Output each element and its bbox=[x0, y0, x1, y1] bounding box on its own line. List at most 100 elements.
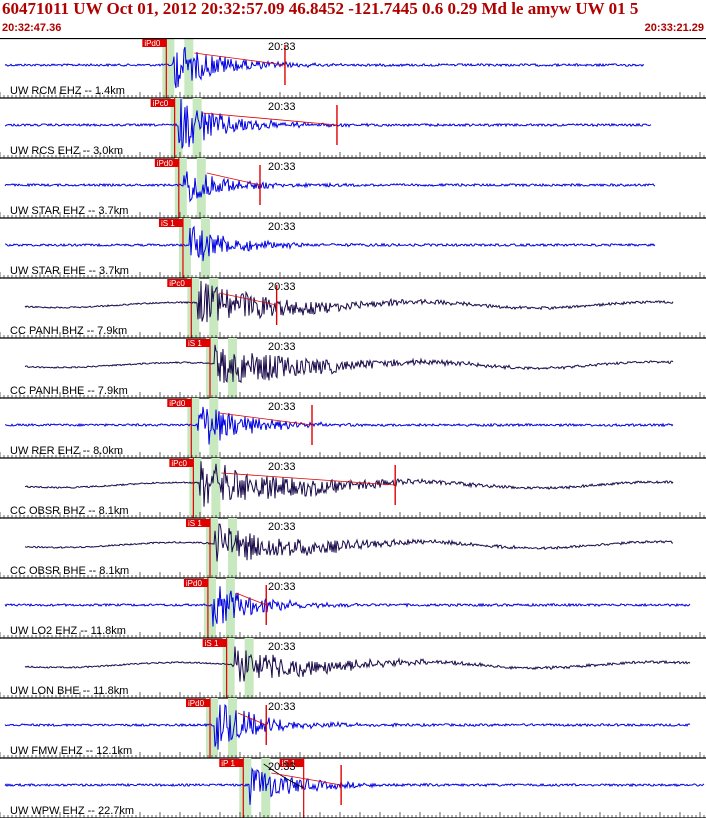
coda-curve bbox=[263, 763, 304, 789]
station-label: CC OBSR BHE -- 8.1km bbox=[10, 565, 129, 577]
waveform-line bbox=[4, 586, 691, 627]
waveform-line bbox=[4, 767, 705, 805]
pick-label: iPc0 bbox=[153, 99, 169, 108]
waveform-line bbox=[4, 406, 674, 445]
station-label: UW STAR EHE -- 3.7km bbox=[10, 265, 129, 277]
pick-window bbox=[209, 278, 219, 338]
minute-label: 20:33 bbox=[268, 521, 296, 533]
waveform-line bbox=[4, 98, 652, 149]
pick-label-box bbox=[167, 279, 192, 287]
pick-label-box bbox=[158, 219, 183, 227]
pick-label: iPd0 bbox=[157, 159, 174, 168]
coda-fit-line bbox=[235, 592, 267, 606]
station-label: CC PANH BHE -- 7.9km bbox=[10, 385, 128, 397]
minute-label: 20:33 bbox=[268, 341, 296, 353]
waveform-line bbox=[24, 646, 691, 682]
coda-fit-line bbox=[221, 472, 396, 486]
trace-panel: iPc0 20:33 CC PANH BHZ -- 7.9km bbox=[0, 278, 706, 339]
pick-label: iP 1 bbox=[221, 759, 235, 768]
pick-label-box bbox=[154, 159, 179, 167]
coda-fit-line bbox=[237, 712, 267, 726]
pick-window bbox=[162, 38, 175, 98]
pick-window bbox=[187, 278, 200, 338]
coda-fit-line bbox=[219, 412, 313, 426]
minute-label: 20:33 bbox=[268, 281, 296, 293]
station-label: CC PANH BHZ -- 7.9km bbox=[10, 325, 127, 337]
pick-window bbox=[244, 638, 254, 698]
pick-window bbox=[239, 758, 252, 818]
pick-label-box bbox=[202, 639, 227, 647]
minute-label: 20:33 bbox=[268, 461, 296, 473]
minute-label: 20:33 bbox=[268, 701, 296, 713]
pick-label: iPd0 bbox=[169, 399, 186, 408]
waveform-line bbox=[24, 461, 674, 507]
station-label: UW STAR EHZ -- 3.7km bbox=[10, 205, 128, 217]
station-label: UW RCS EHZ -- 3.0km bbox=[10, 145, 123, 157]
coda-fit-line bbox=[202, 112, 337, 126]
station-label: UW WPW EHZ -- 22.7km bbox=[10, 805, 134, 817]
trace-panel: iPd0 20:33 UW LO2 EHZ -- 11.8km bbox=[0, 578, 706, 639]
minute-label: 20:33 bbox=[268, 101, 296, 113]
pick-window bbox=[170, 98, 183, 158]
pick-window bbox=[174, 158, 187, 218]
pick-label-box bbox=[150, 99, 175, 107]
seismogram-panel: iPd0 20:33 UW RCM EHZ -- 1.4km iPc0 20:33 UW … bbox=[0, 38, 706, 818]
pick-label: iPc0 bbox=[169, 279, 185, 288]
pick-window bbox=[184, 38, 194, 98]
waveform-line bbox=[24, 523, 674, 562]
pick-window bbox=[189, 458, 202, 518]
pick-label: iS 1 bbox=[188, 339, 202, 348]
pick-label: iS 1 bbox=[161, 219, 175, 228]
pick-label: iPd0 bbox=[144, 39, 161, 48]
minute-label: 20:33 bbox=[268, 581, 296, 593]
minute-label: 20:33 bbox=[268, 41, 296, 53]
trace-panel: iS 1 20:33 CC PANH BHE -- 7.9km bbox=[0, 338, 706, 399]
event-title: 60471011 UW Oct 01, 2012 20:32:57.09 46.… bbox=[2, 0, 639, 18]
minute-label: 20:33 bbox=[268, 761, 296, 773]
pick-label: iS 1 bbox=[205, 639, 219, 648]
time-end-label: 20:33:21.29 bbox=[644, 22, 704, 34]
pick-label-box bbox=[186, 339, 210, 347]
trace-panel: iP 1 iS 120:33 UW WPW EHZ -- 22.7km bbox=[0, 758, 706, 818]
coda-fit-line bbox=[271, 772, 342, 786]
waveform-line bbox=[4, 171, 656, 203]
trace-panel: iS 1 20:33 UW STAR EHE -- 3.7km bbox=[0, 218, 706, 279]
pick-window bbox=[228, 698, 237, 758]
pick-window bbox=[187, 398, 200, 458]
pick-label-box bbox=[169, 459, 194, 467]
minute-label: 20:33 bbox=[268, 221, 296, 233]
pick-window bbox=[222, 638, 235, 698]
pick-label: iPc0 bbox=[171, 459, 187, 468]
pick-window bbox=[211, 458, 221, 518]
station-label: CC OBSR BHZ -- 8.1km bbox=[10, 505, 129, 517]
time-start-label: 20:32:47.36 bbox=[2, 22, 62, 34]
pick-window bbox=[196, 158, 206, 218]
station-label: UW LO2 EHZ -- 11.8km bbox=[10, 625, 126, 637]
trace-panel: iPd0 20:33 UW RCM EHZ -- 1.4km bbox=[0, 38, 706, 99]
station-label: UW RER EHZ -- 8.0km bbox=[10, 445, 123, 457]
pick-window bbox=[209, 398, 219, 458]
trace-panel: iPc0 20:33 CC OBSR BHZ -- 8.1km bbox=[0, 458, 706, 519]
station-label: UW RCM EHZ -- 1.4km bbox=[10, 85, 125, 97]
waveform-line bbox=[4, 225, 656, 262]
trace-panel: iPc0 20:33 UW RCS EHZ -- 3.0km bbox=[0, 98, 706, 159]
waveform-line bbox=[4, 46, 645, 89]
pick-window bbox=[225, 578, 235, 638]
coda-fit-line bbox=[206, 172, 261, 186]
trace-panel: iPd0 20:33 UW RER EHZ -- 8.0km bbox=[0, 398, 706, 459]
pick-label-box bbox=[167, 399, 192, 407]
waveform-line bbox=[24, 344, 674, 384]
station-label: UW LON BHE -- 11.8km bbox=[10, 685, 128, 697]
trace-panel: iS 1 20:33 UW LON BHE -- 11.8km bbox=[0, 638, 706, 699]
trace-panel: iPd0 20:33 UW STAR EHZ -- 3.7km bbox=[0, 158, 706, 219]
coda-fit-line bbox=[194, 52, 286, 66]
waveform-line bbox=[4, 703, 691, 750]
waveform-line bbox=[24, 280, 674, 323]
pick-window bbox=[192, 98, 202, 158]
minute-label: 20:33 bbox=[268, 401, 296, 413]
pick-window bbox=[178, 218, 191, 278]
trace-panel: iPd0 20:33 UW FMW EHZ -- 12.1km bbox=[0, 698, 706, 759]
pick-label-box bbox=[186, 699, 210, 707]
minute-label: 20:33 bbox=[268, 161, 296, 173]
pick-label: iPd0 bbox=[188, 699, 205, 708]
